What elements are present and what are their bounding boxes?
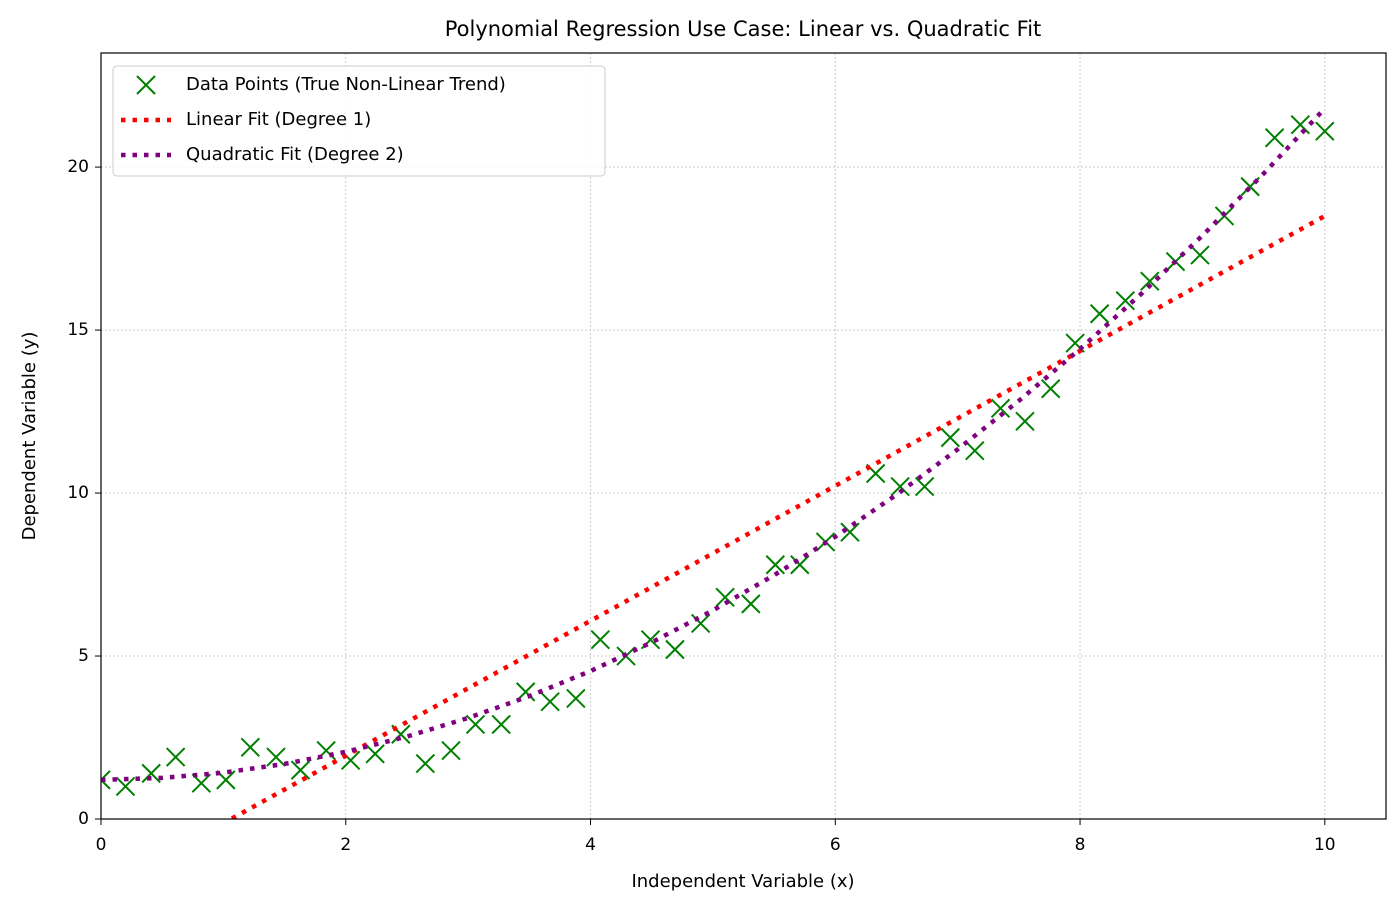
x-axis-label: Independent Variable (x) (631, 871, 854, 892)
x-tick-label: 6 (830, 835, 841, 855)
data-point (115, 776, 136, 797)
data-point (665, 639, 685, 660)
y-tick-label: 0 (78, 809, 89, 829)
x-tick-label: 2 (340, 835, 351, 855)
data-point (1015, 411, 1035, 432)
data-point (940, 427, 961, 448)
data-point (1089, 304, 1110, 324)
data-point (1315, 121, 1335, 141)
data-point (566, 688, 586, 709)
data-point (790, 555, 810, 575)
x-tick-label: 8 (1075, 835, 1086, 855)
data-point (141, 763, 161, 784)
data-point (266, 747, 286, 767)
data-point (741, 594, 761, 614)
chart-title: Polynomial Regression Use Case: Linear v… (445, 17, 1042, 41)
data-point (990, 398, 1011, 419)
legend-marker (136, 75, 156, 95)
data-point (101, 770, 111, 790)
data-point (1264, 128, 1285, 148)
data-point (765, 555, 786, 575)
plot-area (101, 106, 1335, 819)
y-tick-label: 5 (78, 646, 89, 666)
data-point (441, 740, 461, 761)
legend-box (112, 65, 606, 177)
legend-label: Data Points (True Non-Linear Trend) (186, 74, 506, 95)
legend-label: Linear Fit (Degree 1) (186, 109, 371, 130)
data-point (1190, 245, 1210, 265)
data-point (240, 737, 261, 757)
data-point (890, 476, 910, 497)
legend-label: Quadratic Fit (Degree 2) (186, 144, 404, 165)
axes-frame (100, 52, 1387, 820)
data-point (914, 476, 935, 497)
x-tick-label: 0 (96, 835, 107, 855)
data-point (840, 522, 860, 542)
ticks: 0 2 4 6 8 10 0 5 10 15 20 (67, 157, 1335, 855)
data-point (715, 587, 735, 608)
data-point (1040, 379, 1061, 399)
x-tick-label: 4 (585, 835, 596, 855)
fit-line (226, 214, 1326, 819)
data-point (690, 613, 711, 634)
data-point (165, 747, 186, 767)
data-point (1140, 271, 1160, 291)
data-point (491, 714, 511, 735)
y-tick-label: 10 (67, 483, 89, 503)
y-tick-label: 20 (67, 157, 89, 177)
fit-line (101, 106, 1327, 783)
data-point (465, 714, 486, 735)
data-point (1115, 291, 1136, 311)
data-point (365, 744, 385, 764)
legend: Data Points (True Non-Linear Trend) Linea… (112, 65, 606, 177)
data-point (415, 753, 436, 774)
data-point (290, 760, 311, 780)
data-point (590, 630, 611, 650)
x-tick-label: 10 (1314, 835, 1336, 855)
data-point (1290, 115, 1311, 135)
y-tick-label: 15 (67, 320, 89, 340)
data-point (965, 440, 985, 461)
y-axis-label: Dependent Variable (y) (19, 332, 40, 541)
data-point (540, 691, 560, 712)
